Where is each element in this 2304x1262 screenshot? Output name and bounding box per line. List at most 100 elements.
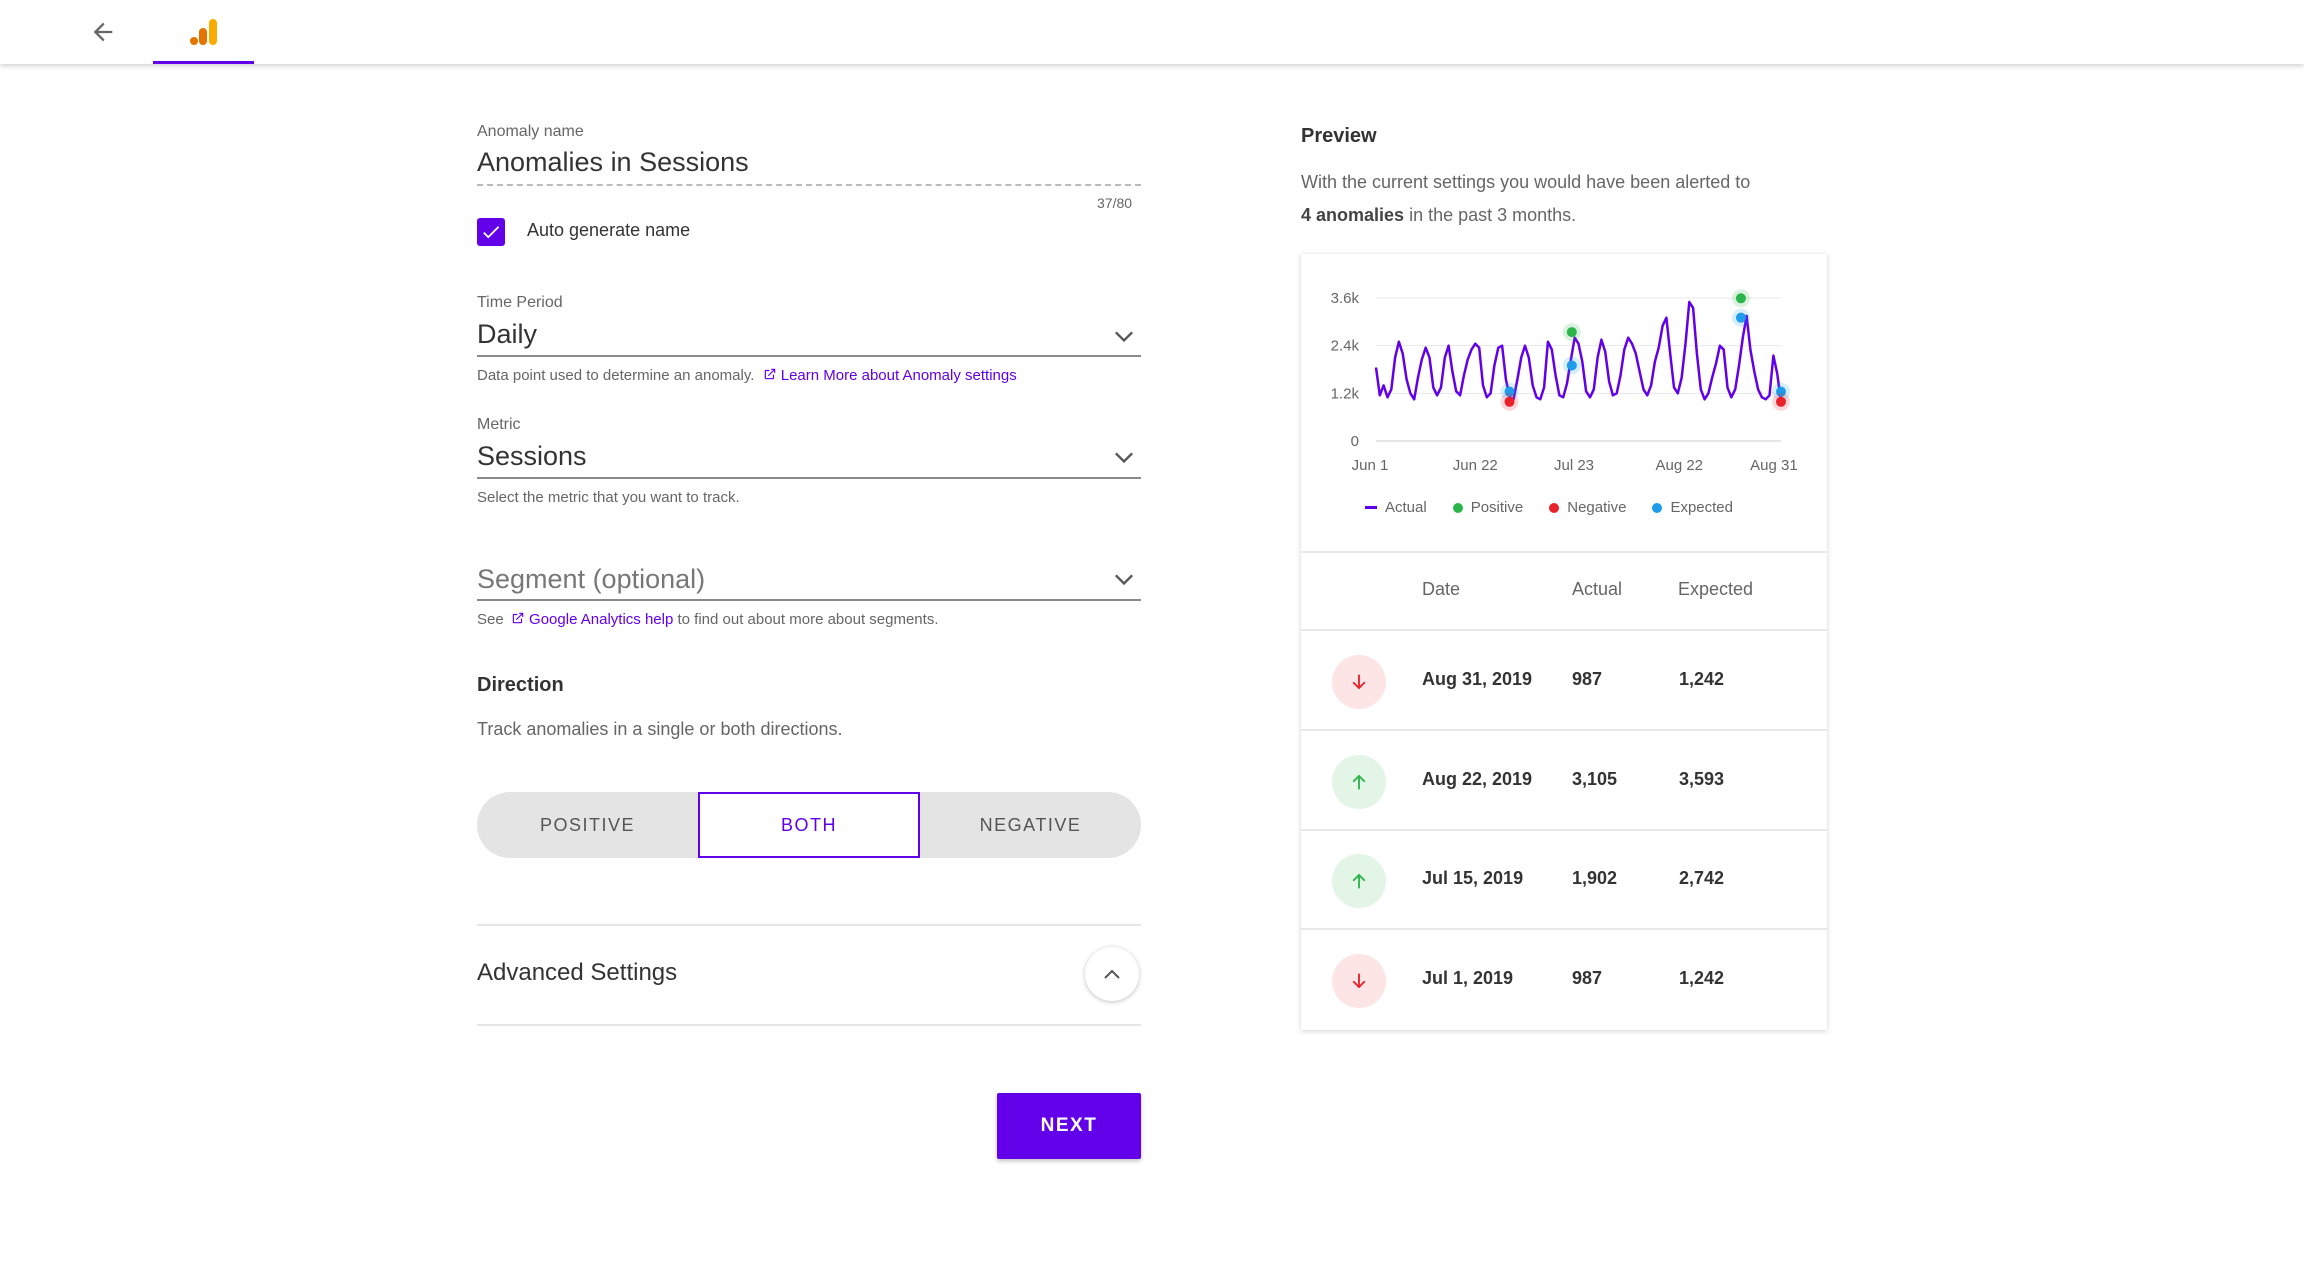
top-bar (0, 0, 2304, 64)
time-period-select[interactable]: Daily (477, 319, 538, 349)
time-period-helper: Data point used to determine an anomaly.… (477, 367, 1017, 384)
table-row[interactable]: Jul 1, 2019 987 1,242 (1301, 930, 1827, 1029)
legend-negative: Negative (1549, 499, 1626, 516)
legend-expected: Expected (1652, 499, 1733, 516)
legend-positive-label: Positive (1470, 499, 1524, 516)
y-tick-label: 3.6k (1331, 290, 1360, 307)
legend-expected-label: Expected (1670, 499, 1733, 516)
next-button[interactable]: NEXT (997, 1093, 1141, 1159)
x-tick-label: Aug 31 (1750, 457, 1798, 474)
row-actual: 1,902 (1572, 868, 1618, 888)
back-button[interactable] (85, 14, 121, 50)
anomaly-chart: 0 1.2k 2.4k 3.6k Jun 1 Jun 22 Jul 23 Aug 22 Aug … (1331, 289, 1798, 474)
direction-indicator (1332, 755, 1386, 809)
row-actual: 3,105 (1572, 769, 1618, 789)
segment-helper-prefix: See (477, 611, 504, 628)
legend-expected-swatch (1652, 502, 1663, 513)
row-actual: 987 (1572, 669, 1603, 689)
row-expected: 3,593 (1679, 769, 1725, 789)
table-row[interactable]: Jul 15, 2019 1,902 2,742 (1301, 830, 1827, 929)
legend-actual-swatch (1365, 506, 1377, 509)
chevron-down-icon[interactable] (1110, 566, 1138, 594)
positive-point (1566, 327, 1577, 338)
row-actual: 987 (1572, 968, 1603, 988)
preview-desc-rest: in the past 3 months. (1409, 205, 1577, 225)
direction-positive-option[interactable]: POSITIVE (539, 814, 636, 835)
legend-negative-label: Negative (1567, 499, 1627, 516)
character-counter: 37/80 (1097, 195, 1133, 211)
y-tick-label: 1.2k (1331, 385, 1360, 402)
column-header-actual: Actual (1572, 579, 1623, 599)
expected-point (1776, 386, 1786, 397)
anomaly-name-label: Anomaly name (477, 123, 584, 140)
legend-actual: Actual (1365, 499, 1427, 516)
time-period-helper-text: Data point used to determine an anomaly. (477, 367, 755, 384)
preview-card: 0 1.2k 2.4k 3.6k Jun 1 Jun 22 Jul 23 Aug 22 Aug … (1301, 254, 1827, 1030)
divider (1301, 928, 1827, 930)
segment-select[interactable]: Segment (optional) (477, 564, 706, 594)
divider (1301, 829, 1827, 831)
time-period-label: Time Period (477, 294, 563, 311)
divider (1301, 729, 1827, 731)
tab-active-indicator (153, 61, 254, 64)
metric-underline (477, 477, 1141, 479)
preview-title: Preview (1301, 125, 1377, 147)
learn-more-link[interactable]: Learn More about Anomaly settings (780, 367, 1017, 384)
row-date: Jul 15, 2019 (1422, 868, 1524, 888)
external-link-icon (512, 612, 524, 624)
row-expected: 2,742 (1679, 868, 1725, 888)
legend-positive: Positive (1452, 499, 1524, 516)
expected-point (1504, 386, 1515, 397)
row-date: Aug 31, 2019 (1422, 669, 1533, 689)
divider (477, 924, 1141, 926)
anomaly-name-underline (477, 184, 1141, 186)
row-expected: 1,242 (1679, 968, 1725, 988)
auto-generate-checkbox[interactable] (477, 218, 505, 246)
direction-description: Track anomalies in a single or both dire… (477, 719, 843, 739)
external-link-icon (764, 368, 775, 380)
metric-label: Metric (477, 416, 521, 433)
arrow-down-icon (1352, 674, 1366, 690)
arrow-up-icon (1352, 774, 1366, 790)
google-analytics-help-link[interactable]: Google Analytics help (529, 611, 674, 628)
chart-legend: Actual Positive Negative Expected (1365, 499, 1733, 516)
preview-anomaly-count: 4 anomalies (1301, 205, 1405, 225)
direction-negative-option[interactable]: NEGATIVE (979, 814, 1082, 835)
table-row[interactable]: Aug 22, 2019 3,105 3,593 (1301, 731, 1827, 830)
metric-select[interactable]: Sessions (477, 441, 587, 471)
advanced-settings-toggle-button[interactable] (1085, 947, 1139, 1001)
positive-point (1735, 293, 1746, 304)
google-analytics-icon (189, 19, 217, 45)
legend-negative-swatch (1549, 502, 1560, 513)
negative-point (1504, 396, 1515, 407)
chevron-down-icon[interactable] (1110, 444, 1138, 472)
chevron-up-icon (1104, 969, 1120, 979)
advanced-settings-label: Advanced Settings (477, 959, 678, 986)
direction-indicator (1332, 655, 1386, 709)
anomaly-name-input[interactable]: Anomalies in Sessions (477, 147, 749, 177)
auto-generate-label: Auto generate name (527, 220, 691, 240)
arrow-down-icon (1352, 973, 1366, 989)
segment-helper: See Google Analytics help to find out ab… (477, 611, 938, 628)
divider (477, 1024, 1141, 1026)
chevron-down-icon[interactable] (1110, 323, 1138, 351)
metric-helper: Select the metric that you want to track… (477, 489, 740, 506)
row-expected: 1,242 (1679, 669, 1725, 689)
preview-description: With the current settings you would have… (1301, 166, 1821, 232)
x-tick-label: Aug 22 (1655, 457, 1703, 474)
y-tick-label: 2.4k (1331, 338, 1360, 355)
x-tick-label: Jun 1 (1352, 457, 1389, 474)
column-header-date: Date (1422, 579, 1461, 599)
direction-both-option[interactable]: BOTH (698, 792, 920, 858)
x-tick-label: Jul 23 (1554, 457, 1594, 474)
divider (1301, 629, 1827, 631)
segment-helper-suffix: to find out about more about segments. (677, 611, 939, 628)
arrow-up-icon (1352, 873, 1366, 889)
check-icon (483, 226, 500, 239)
x-tick-label: Jun 22 (1453, 457, 1498, 474)
segment-underline (477, 599, 1141, 601)
arrow-left-icon (93, 22, 113, 42)
tab-google-analytics[interactable] (153, 0, 254, 64)
direction-indicator (1332, 954, 1386, 1008)
table-row[interactable]: Aug 31, 2019 987 1,242 (1301, 631, 1827, 730)
